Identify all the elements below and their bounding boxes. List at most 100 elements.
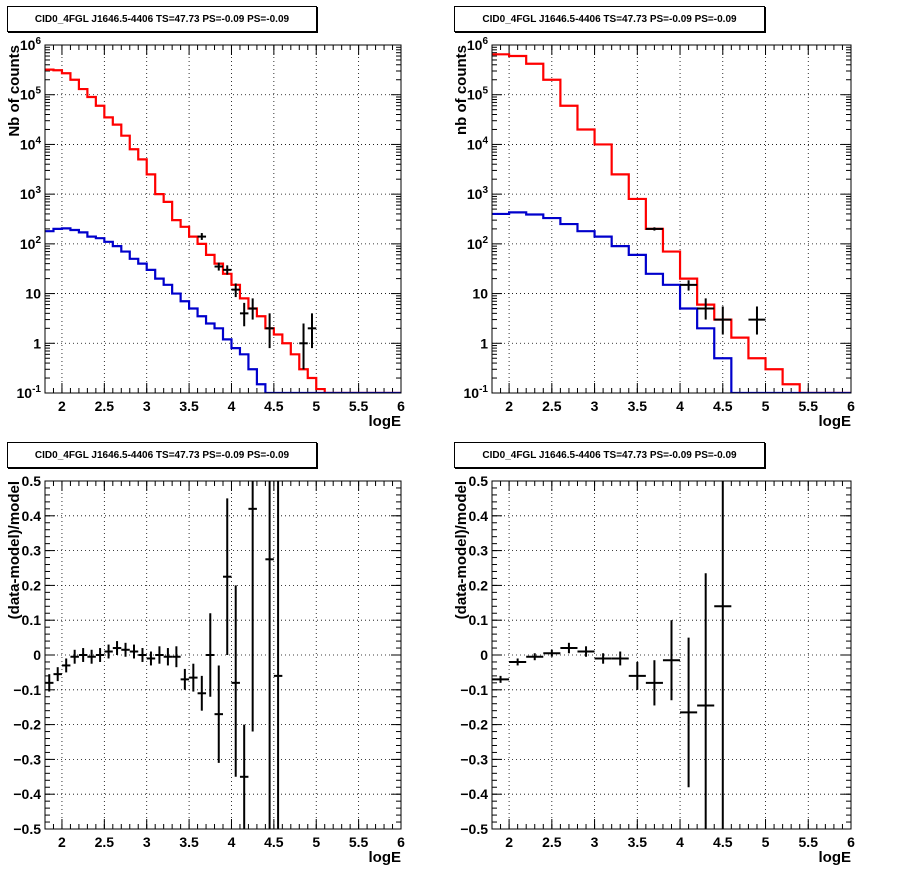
data-point-2 [526, 653, 544, 661]
y-tick-label-3: 102 [20, 235, 42, 252]
data-point-3 [70, 649, 79, 664]
y-tick-label-1: 1 [33, 335, 41, 351]
data-point-6 [95, 648, 105, 662]
x-tick-label-6: 5 [762, 398, 770, 414]
y-tick-label-6: 105 [20, 86, 42, 103]
data-point-2 [697, 298, 715, 320]
y-tick-label-4: 103 [20, 185, 42, 202]
x-tick-label-1: 2.5 [95, 398, 115, 414]
x-tick-label-8: 6 [397, 834, 405, 850]
panel-title-3: CID0_4FGL J1646.5-4406 TS=47.73 PS=-0.09… [454, 442, 765, 468]
data-point-19 [206, 613, 215, 697]
data-point-20 [214, 665, 223, 763]
x-tick-label-2: 3 [591, 834, 599, 850]
plot-frame-0 [44, 44, 402, 394]
y-tick-label-2: 10 [472, 286, 488, 302]
y-tick-label-10: 0.5 [22, 473, 42, 489]
data-layer-2 [45, 481, 283, 829]
y-tick-label-1: −0.4 [460, 786, 488, 802]
x-tick-label-0: 2 [58, 398, 66, 414]
data-point-3 [543, 649, 561, 657]
y-tick-label-7: 0.2 [22, 577, 42, 593]
x-tick-label-1: 2.5 [542, 398, 562, 414]
data-point-1 [680, 280, 698, 291]
data-layer-3 [492, 481, 732, 829]
y-tick-label-3: −0.2 [460, 717, 488, 733]
data-point-18 [197, 675, 207, 711]
data-layer-1 [492, 53, 851, 393]
data-point-22 [231, 585, 240, 777]
chart-panel-0: 2 2.5 3 3.5 4 4.5 5 5.5 6 10-1 1 10 102 103 104 105 106 l… [6, 36, 405, 430]
data-point-1 [53, 667, 62, 682]
x-tick-label-6: 5 [312, 398, 320, 414]
chart-panel-2: 2 2.5 3 3.5 4 4.5 5 5.5 6 −0.5 −0.4 −0.3 −0.2 −0.1 0 0.… [6, 473, 405, 866]
panel-title-2: CID0_4FGL J1646.5-4406 TS=47.73 PS=-0.09… [7, 442, 317, 468]
data-point-10 [662, 620, 681, 701]
y-tick-label-5: 104 [467, 135, 489, 152]
x-tick-label-8: 6 [847, 398, 855, 414]
plot-frame-1 [491, 44, 852, 394]
y-tick-label-3: −0.2 [13, 717, 41, 733]
y-axis-label: Nb of counts [6, 45, 23, 137]
data-point-13 [155, 646, 164, 664]
data-point-12 [146, 651, 156, 666]
x-tick-label-1: 2.5 [95, 834, 115, 850]
data-point-7 [104, 644, 113, 659]
y-axis-label: (data-model)/model [453, 481, 470, 619]
data-point-4 [748, 306, 766, 335]
y-tick-label-6: 105 [467, 86, 489, 103]
y-axis-label: (data-model)/model [6, 481, 23, 619]
x-axis-label: logE [369, 413, 402, 430]
x-axis-label: logE [819, 413, 852, 430]
x-tick-label-6: 5 [762, 834, 770, 850]
data-point-7 [611, 651, 629, 666]
y-tick-label-9: 0.4 [22, 508, 42, 524]
data-point-6 [265, 313, 274, 349]
data-point-8 [112, 641, 122, 655]
data-point-15 [172, 646, 181, 668]
x-tick-label-0: 2 [505, 398, 513, 414]
chart-panel-1: 2 2.5 3 3.5 4 4.5 5 5.5 6 10-1 1 10 102 103 104 105 106 l… [453, 36, 855, 430]
y-tick-label-0: −0.5 [460, 821, 488, 837]
y-tick-label-0: −0.5 [13, 821, 41, 837]
data-point-2 [61, 658, 71, 673]
data-point-7 [299, 323, 308, 370]
y-tick-label-8: 0.3 [22, 543, 42, 559]
x-tick-label-3: 3.5 [179, 834, 199, 850]
y-tick-label-7: 106 [467, 36, 489, 53]
data-point-8 [307, 313, 317, 349]
data-point-3 [714, 306, 732, 335]
x-tick-label-5: 4.5 [264, 834, 284, 850]
data-point-2 [223, 265, 232, 275]
y-tick-label-6: 0.1 [469, 612, 489, 628]
y-tick-label-8: 0.3 [469, 543, 489, 559]
data-point-16 [180, 668, 190, 690]
data-point-0 [492, 675, 510, 683]
series-step-1 [492, 211, 851, 393]
x-tick-label-7: 5.5 [349, 834, 369, 850]
x-tick-label-2: 3 [143, 834, 151, 850]
data-point-4 [560, 642, 578, 654]
data-point-25 [265, 481, 274, 829]
series-step-0 [45, 68, 401, 393]
data-point-9 [645, 660, 663, 706]
plot-area-0 [45, 45, 401, 393]
y-tick-label-6: 0.1 [22, 612, 42, 628]
y-tick-label-5: 104 [20, 135, 42, 152]
x-tick-label-3: 3.5 [628, 834, 648, 850]
data-point-23 [239, 724, 249, 829]
panel-title-1: CID0_4FGL J1646.5-4406 TS=47.73 PS=-0.09… [454, 6, 765, 32]
data-point-13 [714, 481, 732, 829]
data-point-14 [163, 648, 173, 666]
data-point-8 [628, 661, 646, 690]
y-tick-label-2: −0.3 [13, 751, 41, 767]
data-point-11 [680, 637, 698, 788]
plot-frame-3 [491, 480, 852, 830]
y-tick-label-2: 10 [25, 286, 41, 302]
data-point-1 [509, 658, 527, 666]
x-axis-label: logE [369, 849, 402, 866]
data-point-26 [273, 481, 283, 829]
data-point-24 [248, 481, 257, 732]
x-tick-label-5: 4.5 [264, 398, 284, 414]
